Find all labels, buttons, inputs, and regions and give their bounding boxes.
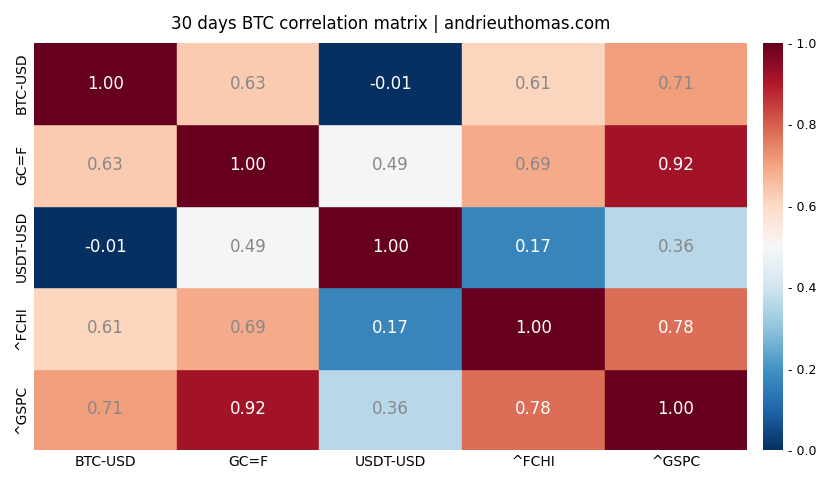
Bar [605,287,747,369]
Bar [605,124,747,206]
Bar [462,206,605,287]
Text: 0.36: 0.36 [658,238,695,256]
Bar [462,124,605,206]
Bar [319,287,462,369]
Text: 1.00: 1.00 [658,400,695,418]
Bar [605,43,747,124]
Text: 0.61: 0.61 [87,319,124,337]
Bar [605,369,747,450]
Text: 0.78: 0.78 [515,400,552,418]
Bar [176,287,319,369]
Text: 0.69: 0.69 [515,156,552,174]
Text: 0.78: 0.78 [658,319,695,337]
Bar [605,206,747,287]
Text: 0.71: 0.71 [87,400,124,418]
Bar [176,124,319,206]
Bar [319,43,462,124]
Bar [34,124,176,206]
Text: -0.01: -0.01 [369,75,412,92]
Bar [462,43,605,124]
Text: 0.69: 0.69 [230,319,266,337]
Text: 0.17: 0.17 [372,319,409,337]
Text: 0.49: 0.49 [230,238,266,256]
Bar [34,43,176,124]
Bar [176,369,319,450]
Text: 1.00: 1.00 [230,156,266,174]
Bar [34,369,176,450]
Bar [176,43,319,124]
Text: -0.01: -0.01 [84,238,127,256]
Text: 0.61: 0.61 [515,75,552,92]
Title: 30 days BTC correlation matrix | andrieuthomas.com: 30 days BTC correlation matrix | andrieu… [171,15,610,33]
Text: 0.71: 0.71 [658,75,695,92]
Bar [34,206,176,287]
Text: 0.63: 0.63 [230,75,266,92]
Text: 0.36: 0.36 [372,400,409,418]
Bar [462,287,605,369]
Bar [319,369,462,450]
Bar [34,287,176,369]
Bar [319,124,462,206]
Text: 0.92: 0.92 [658,156,695,174]
Bar [319,206,462,287]
Text: 1.00: 1.00 [87,75,124,92]
Text: 0.17: 0.17 [515,238,552,256]
Text: 1.00: 1.00 [372,238,409,256]
Text: 1.00: 1.00 [515,319,552,337]
Text: 0.92: 0.92 [230,400,266,418]
Bar [176,206,319,287]
Bar [462,369,605,450]
Text: 0.49: 0.49 [372,156,409,174]
Text: 0.63: 0.63 [87,156,124,174]
